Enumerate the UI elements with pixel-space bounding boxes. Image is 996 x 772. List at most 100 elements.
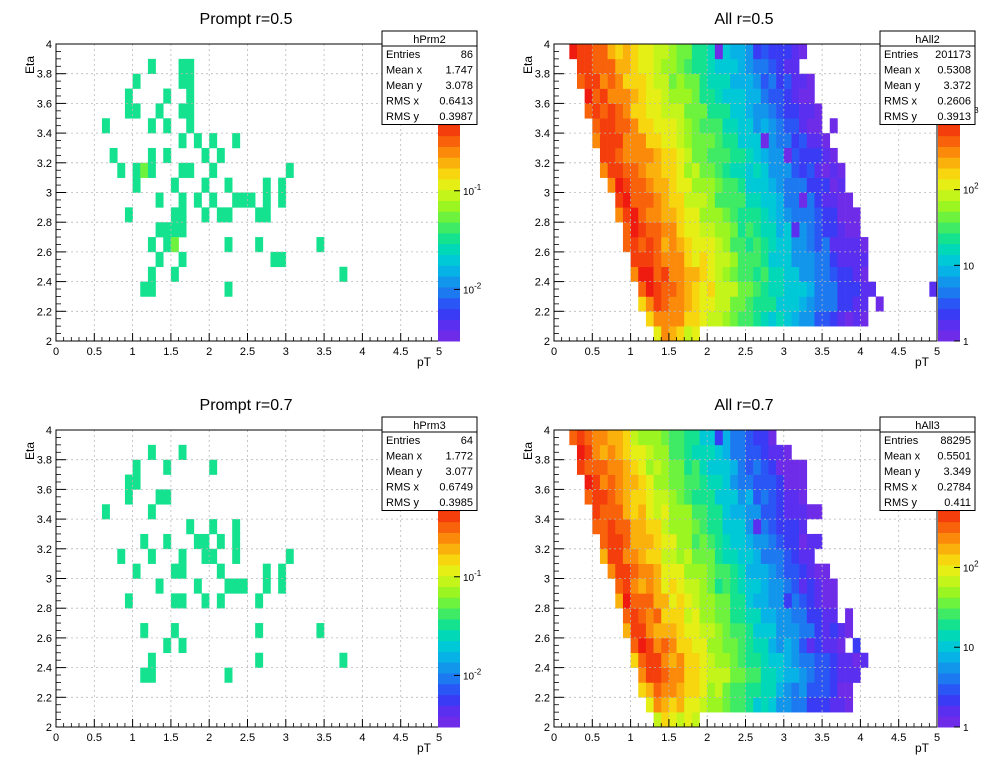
heatmap-cell [676,281,685,297]
colorbar-step [938,694,960,706]
colorbar-step [438,694,460,706]
heatmap-cell [806,237,815,253]
heatmap-cell [768,73,777,89]
colorbar-step [438,586,460,598]
x-tick-label: 0.5 [585,346,600,358]
heatmap-cell [607,73,616,89]
heatmap-cell [768,682,777,698]
heatmap-cell [699,682,708,698]
heatmap-cell [707,281,716,297]
heatmap-cell [745,652,754,668]
heatmap-cell [714,88,723,104]
colorbar-step [438,629,460,642]
heatmap-cell [714,118,723,134]
heatmap-cell [607,563,616,579]
colorbar-label: 10-1 [463,183,482,198]
heatmap-cell [676,444,685,460]
heatmap-cell [691,162,700,178]
heatmap-cell [730,281,739,297]
heatmap-cell [584,73,593,89]
heatmap-cell [783,311,792,327]
heatmap-cell [814,133,823,149]
heatmap-cell [776,533,785,550]
heatmap-cell [691,637,700,654]
heatmap-cell [760,58,769,74]
heatmap-cell [668,147,677,164]
colorbar-step [938,510,960,523]
heatmap-cells [101,58,348,297]
heatmap-cell [622,88,631,104]
heatmap-cell [630,192,639,208]
heatmap-cell [622,58,631,74]
heatmap-cell [822,296,831,312]
heatmap-cell [806,667,815,683]
heatmap-cell [707,133,716,149]
heatmap-cell [645,296,654,312]
heatmap-cell [684,682,693,698]
colorbar-step [438,168,460,180]
heatmap-cell [661,44,670,60]
heatmap-cell [799,192,808,208]
heatmap-cell [745,58,754,74]
heatmap-cell [829,118,838,134]
heatmap-cell [607,474,616,490]
heatmap-cell [178,444,187,460]
stats-row-label: RMS x [884,96,918,108]
heatmap-cell [661,593,670,609]
heatmap-cell [201,533,210,550]
heatmap-cell [630,222,639,238]
heatmap-cell [753,608,762,624]
heatmap-cell [799,44,808,60]
heatmap-cell [592,489,601,505]
heatmap-cell [638,222,647,238]
heatmap-cell [653,44,662,60]
colorbar-step [438,651,460,663]
heatmap-cell [776,73,785,89]
heatmap-cell [224,237,233,253]
y-tick-label: 3 [544,574,550,586]
heatmap-cell [768,533,777,550]
heatmap-cell [699,281,708,297]
y-tick-label: 3.6 [535,98,550,110]
heatmap-cell [714,652,723,668]
heatmap-cell [645,58,654,74]
heatmap-cell [622,563,631,579]
heatmap-cell [714,489,723,505]
heatmap-cell [730,177,739,193]
heatmap-cell [691,459,700,475]
heatmap-cell [783,697,792,713]
heatmap-cell [178,103,187,119]
colorbar-step [438,254,460,266]
heatmap-cell [760,444,769,460]
heatmap-cell [822,593,831,609]
heatmap-cell [653,251,662,268]
heatmap-cell [630,430,639,446]
heatmap-cell [592,133,601,149]
heatmap-cell [684,578,693,594]
heatmap-cell [714,177,723,193]
heatmap-cell [124,474,133,490]
heatmap-cell [753,548,762,564]
heatmap-cell [668,578,677,594]
heatmap-cell [645,563,654,579]
heatmap-cell [630,58,639,74]
heatmap-cell [645,430,654,446]
heatmap-cell [622,504,631,520]
heatmap-cell [760,103,769,119]
heatmap-cell [768,222,777,238]
heatmap-cell [714,133,723,149]
stats-row-label: Entries [884,435,919,447]
heatmap-cell [822,637,831,654]
heatmap-cell [837,207,846,223]
heatmap-cell [691,222,700,238]
heatmap-cell [653,459,662,475]
heatmap-cell [783,118,792,134]
stats-frame [879,416,976,511]
heatmap-cell [768,608,777,624]
heatmap-cell [645,504,654,520]
heatmap-cell [584,474,593,490]
x-tick-label: 0 [53,732,59,744]
heatmap-cell [791,652,800,668]
stats-row-value: 0.5501 [937,451,971,463]
heatmap-cell [768,563,777,579]
